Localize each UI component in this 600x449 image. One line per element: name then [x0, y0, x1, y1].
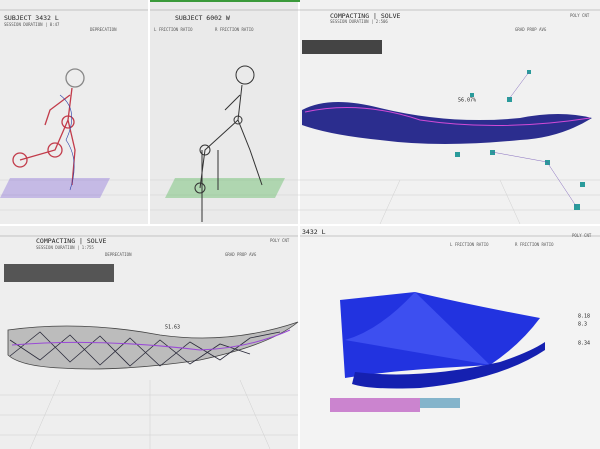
waveform [330, 398, 420, 412]
lattice-strands [9, 331, 281, 367]
divider [148, 0, 150, 224]
readout-value: 56.07% [458, 98, 476, 104]
panel-title: SUBJECT 6002 W [175, 14, 230, 22]
panel-title: COMPACTING | SOLVE [330, 12, 401, 20]
panel-bg [0, 0, 148, 224]
skeleton-figure [194, 65, 263, 222]
panel-title: COMPACTING | SOLVE [36, 237, 107, 245]
shoe-sole [352, 342, 545, 389]
mesh-strand [11, 329, 291, 351]
overlay-bar [4, 264, 114, 282]
readout-label: L FRICTION RATIO [450, 242, 489, 247]
divider [298, 0, 300, 449]
readout-value: 8.3 [578, 322, 587, 328]
panel-title: 3432 L [302, 228, 326, 236]
readout-label: DEPRECATION [105, 252, 132, 257]
accent-bar [150, 0, 300, 2]
floor-pad [0, 178, 110, 198]
readout-label: L FRICTION RATIO [154, 27, 193, 32]
readout-label: R FRICTION RATIO [515, 242, 554, 247]
readout-label: POLY CNT [270, 238, 290, 243]
mesh-strand [304, 107, 591, 127]
panel-title: SUBJECT 3432 L [4, 14, 59, 22]
panel-bg [150, 0, 300, 224]
runner-figure [12, 68, 85, 191]
panel-subtitle: SESSION DURATION | 2:506 [330, 19, 388, 24]
readout-label: POLY CNT [572, 233, 592, 238]
panel-subtitle: SESSION DURATION | 1:755 [36, 245, 94, 250]
floor-pad [165, 178, 285, 198]
panel-subtitle: SESSION DURATION | 0:47 [4, 22, 60, 27]
waveform [420, 398, 460, 408]
readout-value: 8.18 [578, 314, 590, 320]
floor-grid [0, 179, 600, 449]
readout-value: 51.63 [165, 325, 180, 331]
readout-label: DEPRECATION [90, 27, 117, 32]
readout-value: 8.34 [578, 341, 590, 347]
shoe-facet [345, 292, 490, 365]
overlay-bar [302, 40, 382, 54]
connectors [491, 71, 577, 207]
readout-label: R FRICTION RATIO [215, 27, 254, 32]
readout-label: GRAD PROP AVG [515, 27, 547, 32]
header-rules [0, 9, 600, 237]
readout-label: GRAD PROP AVG [225, 252, 257, 257]
readout-label: POLY CNT [570, 13, 590, 18]
